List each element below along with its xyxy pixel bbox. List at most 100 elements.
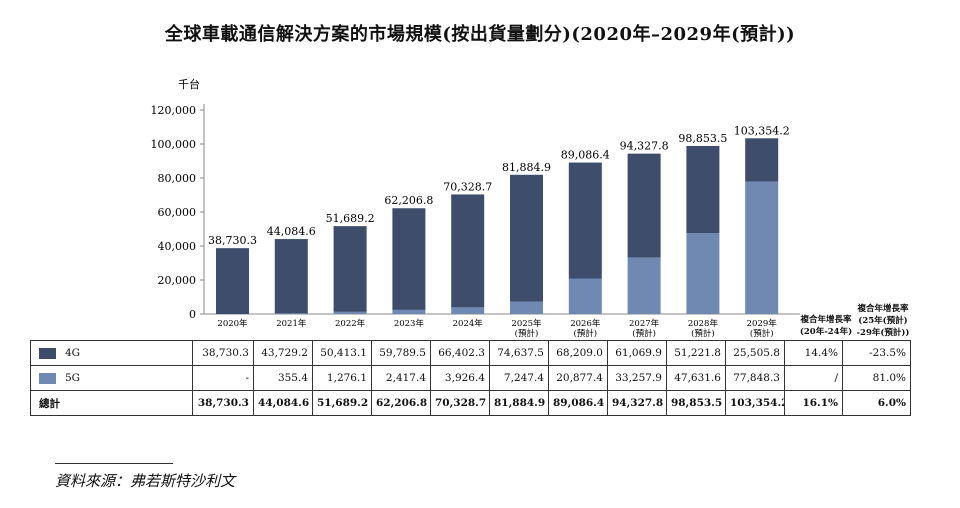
total-value-label: 94,327.8 [620,140,669,153]
x-category-label: 2022年 [335,318,366,329]
bar-4g [686,145,720,234]
total-value-label: 89,086.4 [561,149,610,162]
bar-4g [451,194,485,308]
x-category-label: 2026年 [570,318,601,329]
y-axis-unit-label: 千台 [178,77,200,91]
bar-4g [568,162,602,279]
table-cell: 7,247.4 [489,365,549,391]
cagr-header-forecast-line2: (25年(預計) [858,316,908,326]
total-value-label: 38,730.3 [208,234,257,247]
x-category-label: 2027年 [629,318,660,329]
row-label: 4G [30,340,193,366]
legend-swatch-5g [39,372,56,384]
table-cell: 98,853.5 [666,390,726,416]
x-category-label: 2020年 [217,318,248,329]
table-cell: 51,221.8 [666,340,726,366]
table-cell: 70,328.7 [430,390,490,416]
bar-5g [333,311,367,314]
table-row-5g: 5G -355.4 1,276.1 2,417.4 3,926.4 7,247.4 20,8… [30,365,911,391]
cagr-header-forecast: 複合年增長率 (25年(預計) -29年(預計)) [851,303,915,339]
table-cell: 33,257.9 [607,365,667,391]
x-category-label: (預計) [750,328,774,339]
source-divider [55,463,173,464]
bar-5g [745,181,779,314]
bar-4g [510,174,543,302]
row-label: 5G [30,365,193,391]
row-label-text: 4G [65,347,81,359]
bar-5g [274,313,308,314]
table-cell: 44,084.6 [253,390,313,416]
stacked-bar-chart: 千台 0 20,000 40,000 60,000 80,000 100,000 120,00… [151,77,800,339]
bar-4g [392,208,426,310]
row-label-text: 總計 [39,397,60,410]
table-cell: 43,729.2 [253,340,313,366]
table-cell: 77,848.3 [725,365,785,391]
x-category-label: 2028年 [688,318,719,329]
table-cell: 66,402.3 [430,340,490,366]
table-cell: 62,206.8 [371,390,431,416]
table-cell: 51,689.2 [312,390,372,416]
table-cell: 59,789.5 [371,340,431,366]
bar-5g [627,257,661,314]
table-cell: 3,926.4 [430,365,490,391]
cagr-header-forecast-line1: 複合年增長率 [857,304,909,314]
total-value-label: 81,884.9 [502,161,551,174]
x-category-label: (預計) [691,328,715,339]
table-row-total: 總計 38,730.3 44,084.6 51,689.2 62,206.8 70,328… [30,390,911,416]
bar-4g [216,248,249,314]
table-cell: 1,276.1 [312,365,372,391]
x-category-label: 2023年 [394,318,425,329]
y-tick-label: 60,000 [158,206,197,219]
table-cell: 81,884.9 [489,390,549,416]
table-cell: 61,069.9 [607,340,667,366]
bar-4g [627,153,661,258]
cagr-cell: 16.1% [784,390,843,416]
table-cell: - [192,365,254,391]
table-cell: 20,877.4 [548,365,608,391]
table-cell: 74,637.5 [489,340,549,366]
bar-5g [451,307,485,314]
y-tick-label: 20,000 [158,274,197,287]
y-tick-label: 80,000 [158,172,197,185]
table-cell: 47,631.6 [666,365,726,391]
row-label-text: 5G [65,372,81,384]
table-cell: 94,327.8 [607,390,667,416]
row-label: 總計 [30,390,193,416]
total-value-label: 44,084.6 [267,225,316,238]
cagr-header-historical-line1: 複合年增長率 [800,315,852,325]
x-category-label: 2024年 [453,318,484,329]
x-category-label: 2021年 [276,318,307,329]
bar-4g [274,239,308,314]
legend-swatch-4g [39,347,56,359]
cagr-cell: 81.0% [842,365,911,391]
cagr-header-historical-line2: (20年-24年) [799,327,853,337]
y-tick-label: 40,000 [158,240,197,253]
table-cell: 38,730.3 [192,340,254,366]
x-category-label: (預計) [632,328,656,339]
total-value-label: 98,853.5 [678,132,727,145]
y-tick-label: 100,000 [151,138,197,151]
table-cell: 355.4 [253,365,313,391]
cagr-header-historical: 複合年增長率 (20年-24年) [793,314,859,338]
bar-4g [745,138,779,182]
bar-4g [333,226,367,312]
cagr-cell: 6.0% [842,390,911,416]
data-table: 4G 38,730.3 43,729.2 50,413.1 59,789.5 66,402… [30,340,911,416]
x-category-label: (預計) [515,328,539,339]
bar-5g [510,301,543,314]
table-cell: 50,413.1 [312,340,372,366]
x-category-label: (預計) [573,328,597,339]
source-note: 資料來源：弗若斯特沙利文 [55,472,236,490]
cagr-cell: -23.5% [842,340,911,366]
y-tick-label: 120,000 [151,104,197,117]
table-cell: 25,505.8 [725,340,785,366]
table-cell: 103,354.2 [725,390,785,416]
cagr-header-forecast-line3: -29年(預計)) [856,328,910,338]
table-cell: 68,209.0 [548,340,608,366]
page-title: 全球車載通信解決方案的市場規模(按出貨量劃分)(2020年–2029年(預計)) [164,24,796,45]
total-value-label: 62,206.8 [384,194,433,207]
total-value-label: 51,689.2 [326,212,375,225]
table-cell: 38,730.3 [192,390,254,416]
total-value-label: 70,328.7 [443,180,492,193]
cagr-cell: / [784,365,843,391]
